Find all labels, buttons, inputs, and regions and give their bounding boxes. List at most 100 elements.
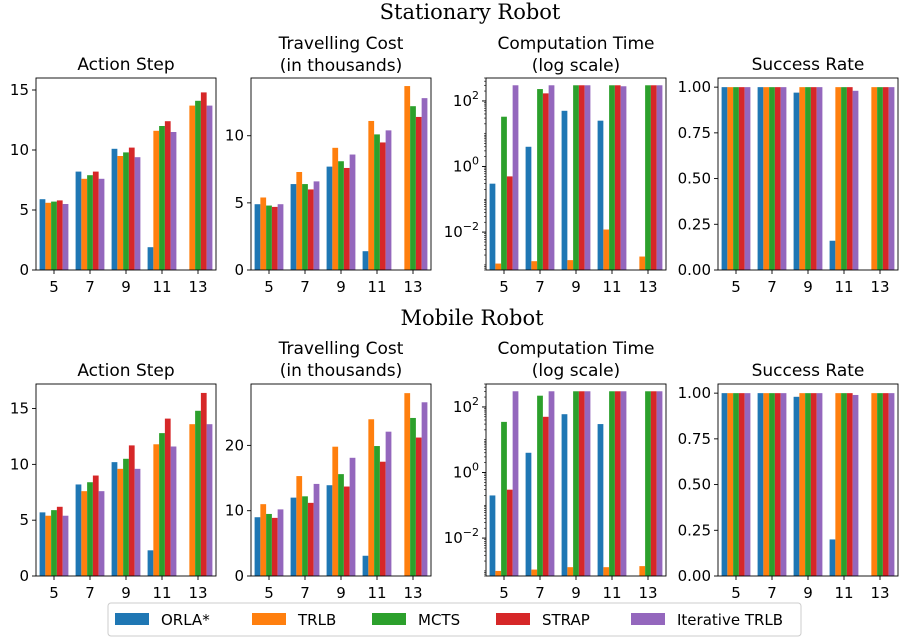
x-tick-label: 5 bbox=[499, 278, 509, 296]
chart-panel: Action Step 5 7 9 11 13 0 5 10 15 bbox=[10, 361, 217, 602]
x-tick-label: 5 bbox=[264, 278, 274, 296]
bar bbox=[123, 458, 129, 576]
bar bbox=[153, 444, 160, 576]
bar bbox=[501, 116, 507, 270]
x-tick-label: 7 bbox=[85, 278, 95, 296]
bar bbox=[489, 495, 496, 576]
bar bbox=[128, 445, 135, 576]
bar bbox=[584, 391, 591, 576]
chart-panel: Travelling Cost(in thousands) 5 7 9 11 13 0 5 10 bbox=[225, 34, 432, 296]
x-tick-label: 11 bbox=[602, 584, 621, 602]
y-tick-label: 20 bbox=[225, 436, 244, 454]
bar bbox=[573, 85, 579, 271]
y-tick-label: 0.75 bbox=[678, 430, 711, 448]
bar bbox=[277, 509, 284, 576]
x-tick-label: 7 bbox=[85, 584, 95, 602]
bar bbox=[128, 147, 135, 270]
bar bbox=[769, 393, 775, 576]
bar bbox=[159, 433, 165, 576]
bar bbox=[92, 475, 99, 576]
bar bbox=[733, 393, 739, 576]
bar bbox=[153, 130, 160, 270]
y-tick-label: 10 bbox=[225, 127, 244, 145]
bar bbox=[816, 87, 823, 271]
bar bbox=[567, 567, 574, 576]
x-tick-label: 11 bbox=[367, 278, 386, 296]
bar bbox=[620, 391, 627, 576]
bar bbox=[326, 485, 333, 576]
bar bbox=[307, 502, 314, 576]
bar bbox=[620, 86, 627, 271]
panel-title: (log scale) bbox=[532, 361, 620, 381]
bar bbox=[87, 482, 93, 576]
x-tick-label: 11 bbox=[367, 584, 386, 602]
bar bbox=[195, 100, 201, 270]
x-tick-label: 13 bbox=[638, 278, 657, 296]
bar bbox=[639, 256, 646, 270]
panel-title: (log scale) bbox=[532, 56, 620, 76]
y-tick-label: 0.25 bbox=[678, 521, 711, 539]
x-tick-label: 11 bbox=[834, 278, 853, 296]
bar bbox=[829, 539, 836, 576]
bar bbox=[290, 184, 297, 270]
y-tick-label: 100 bbox=[453, 461, 479, 482]
bar bbox=[260, 504, 267, 576]
x-tick-label: 9 bbox=[571, 278, 581, 296]
bar bbox=[548, 85, 555, 271]
bar bbox=[888, 393, 895, 576]
x-tick-label: 13 bbox=[403, 584, 422, 602]
bar bbox=[200, 92, 207, 271]
bar bbox=[871, 87, 878, 271]
bar bbox=[98, 491, 105, 576]
y-tick-label: 5 bbox=[19, 511, 29, 529]
chart-panel: Computation Time(log scale) 5 7 9 11 13 10−2 10… bbox=[444, 339, 667, 602]
panel-title: Success Rate bbox=[752, 55, 865, 75]
bar bbox=[609, 391, 615, 576]
bar bbox=[39, 512, 46, 576]
bar bbox=[531, 261, 538, 270]
bar bbox=[421, 98, 428, 270]
y-tick-label: 102 bbox=[453, 89, 479, 110]
bar bbox=[578, 391, 585, 576]
bar bbox=[271, 206, 278, 270]
bar bbox=[603, 567, 610, 576]
panel-title: Action Step bbox=[77, 361, 174, 381]
y-tick-label: 10 bbox=[225, 502, 244, 520]
bar bbox=[56, 506, 63, 576]
panel-title: Travelling Cost bbox=[278, 34, 404, 54]
bar bbox=[774, 87, 781, 271]
bar bbox=[763, 393, 770, 576]
bar bbox=[296, 171, 303, 270]
bar bbox=[45, 515, 52, 576]
bar bbox=[87, 175, 93, 270]
bar bbox=[326, 166, 333, 270]
bar bbox=[548, 391, 555, 576]
bar bbox=[639, 566, 646, 576]
bar bbox=[506, 176, 513, 270]
bar bbox=[410, 106, 416, 270]
bar bbox=[379, 142, 386, 270]
x-tick-label: 11 bbox=[152, 278, 171, 296]
bar bbox=[603, 229, 610, 270]
bar bbox=[542, 416, 549, 576]
bar bbox=[841, 393, 847, 576]
bar bbox=[721, 393, 728, 576]
bar bbox=[164, 418, 171, 576]
bar bbox=[744, 87, 751, 271]
y-tick-label: 15 bbox=[10, 400, 29, 418]
bar bbox=[266, 205, 272, 270]
legend: ORLA* TRLB MCTS STRAP Iterative TRLB bbox=[107, 602, 802, 637]
bar bbox=[727, 393, 734, 576]
y-tick-label: 0.50 bbox=[678, 170, 711, 188]
bar bbox=[123, 152, 129, 270]
y-tick-label: 10 bbox=[10, 455, 29, 473]
bar bbox=[374, 446, 380, 576]
bar bbox=[835, 393, 842, 576]
y-tick-label: 0 bbox=[19, 261, 29, 279]
bar bbox=[266, 513, 272, 576]
bar bbox=[537, 89, 543, 270]
bar bbox=[805, 87, 811, 271]
bar bbox=[763, 87, 770, 271]
bar bbox=[846, 393, 853, 576]
